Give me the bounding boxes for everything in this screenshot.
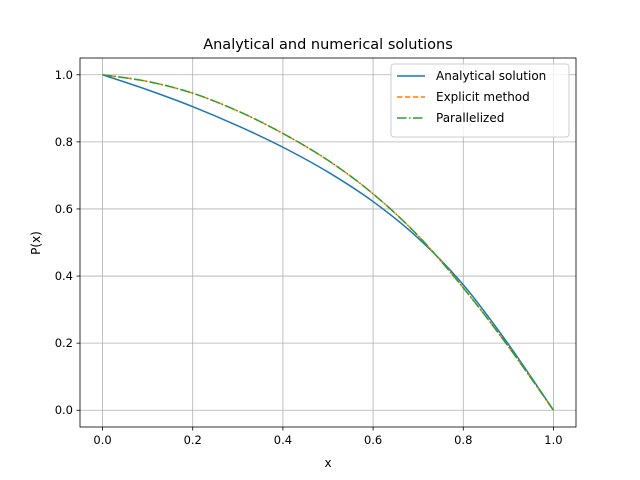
legend: Analytical solution Explicit method Parall… [390,63,570,138]
axes-frame [79,57,577,428]
y-tick-label-0: 0.0 [55,403,73,417]
y-tick-label-3: 0.6 [55,202,73,216]
x-tick-label-1: 0.2 [184,433,202,447]
legend-label-1: Explicit method [436,90,530,104]
plot-area: 0.0 0.2 0.4 0.6 0.8 1.0 0.0 0.2 0.4 0.6 0.8 1.0 [55,57,577,447]
legend-label-0: Analytical solution [436,69,546,83]
y-tick-label-5: 1.0 [55,68,73,82]
x-axis-label: x [324,456,331,470]
x-tick-label-2: 0.4 [274,433,292,447]
y-tick-label-4: 0.8 [55,135,73,149]
y-axis-label: P(x) [29,231,43,255]
legend-label-2: Parallelized [436,111,504,125]
x-tick-label-5: 1.0 [544,433,562,447]
x-tick-label-0: 0.0 [93,433,111,447]
y-tick-label-1: 0.2 [55,336,73,350]
legend-box [390,63,570,138]
x-tick-label-4: 0.8 [454,433,472,447]
y-tick-label-2: 0.4 [55,269,73,283]
series-line-2 [102,74,555,411]
x-tick-label-3: 0.6 [364,433,382,447]
chart-title: Analytical and numerical solutions [203,37,453,53]
series-line-0 [102,74,555,411]
